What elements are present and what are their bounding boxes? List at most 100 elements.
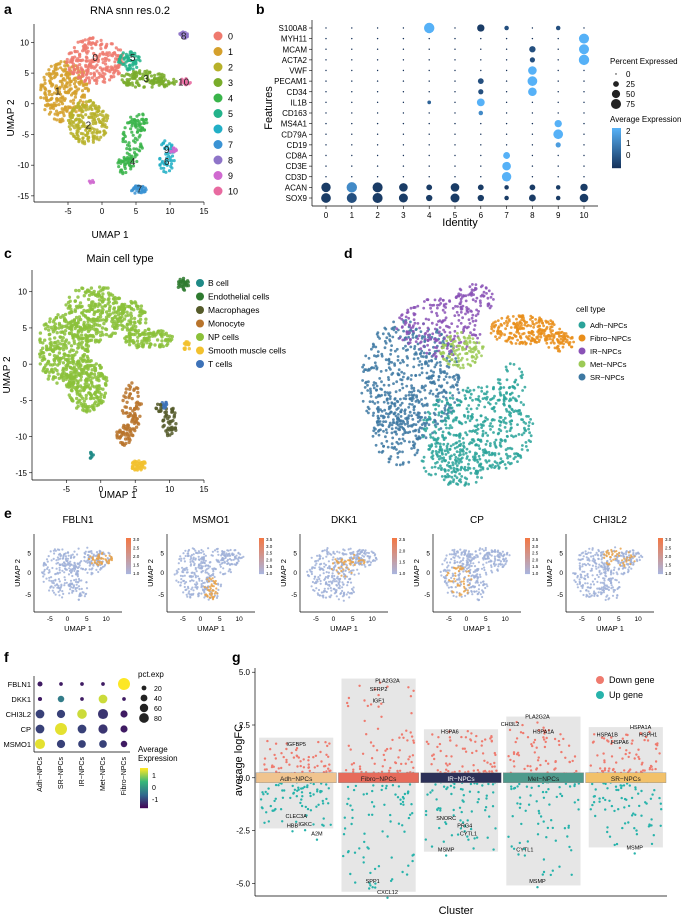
panel-d-cell-point [436, 306, 439, 310]
panel-d-cell-point [488, 306, 492, 310]
panel-a-legend-label: 7 [228, 140, 233, 150]
panel-d-cell-point [521, 444, 524, 447]
panel-d-cell-point [434, 439, 438, 442]
panel-d-cell-point [474, 451, 477, 455]
panel-a-cell-point [73, 55, 77, 59]
panel-e-cell-point [67, 554, 70, 557]
panel-b-dot [555, 25, 561, 31]
panel-a-cell-point [44, 87, 48, 92]
panel-d-cell-point [384, 369, 388, 372]
panel-b-dot [454, 37, 456, 40]
panel-d-cell-point [453, 352, 457, 356]
panel-b-dot [557, 69, 559, 72]
panel-d-cell-point [418, 436, 422, 440]
panel-a-cluster-label: 9 [164, 145, 170, 156]
panel-c-cell-point [164, 429, 168, 433]
panel-c-cell-point [124, 405, 129, 409]
panel-a-cell-point [74, 118, 78, 122]
panel-c-cell-point [73, 308, 77, 312]
panel-c-cell-point [90, 300, 94, 304]
panel-b-y-tick-label: MCAM [283, 45, 308, 54]
panel-a-cell-point [65, 60, 69, 65]
panel-d-cell-point [402, 375, 405, 379]
panel-c-cell-point [41, 351, 46, 355]
panel-b-dot [454, 133, 456, 135]
panel-d-cell-point [422, 418, 426, 422]
panel-b-dot [529, 184, 536, 191]
panel-d-cell-point [493, 460, 497, 463]
panel-d-cell-point [448, 331, 452, 334]
panel-c-cell-point [92, 396, 96, 400]
panel-e-cell-point [47, 555, 50, 558]
panel-d-cell-point [380, 380, 383, 384]
panel-e-cell-point [65, 559, 68, 562]
panel-c-cell-point [81, 359, 85, 364]
panel-d-cell-point [435, 388, 439, 392]
panel-d-cell-point [458, 433, 461, 436]
panel-a-cell-point [134, 125, 138, 129]
panel-d-cell-point [407, 405, 411, 409]
panel-d-cell-point [548, 327, 552, 331]
panel-d-cell-point [515, 321, 519, 325]
panel-a-cell-point [73, 85, 77, 89]
panel-d-cell-point [542, 324, 545, 328]
panel-a-cell-point [78, 54, 82, 59]
panel-c-cell-point [106, 313, 110, 317]
panel-c-cell-point [134, 425, 139, 429]
panel-d-cell-point [499, 457, 503, 461]
panel-c-cell-point [89, 359, 93, 363]
panel-c-cell-point [130, 466, 135, 470]
panel-b-dot [402, 101, 405, 104]
panel-c-cell-point [135, 339, 140, 343]
panel-d-cell-point [446, 341, 450, 345]
panel-b-dot [376, 176, 379, 178]
panel-d-cell-point [445, 402, 449, 406]
panel-d-cell-point [514, 325, 518, 329]
panel-b-dot [527, 76, 538, 86]
panel-e-cell-point [69, 556, 72, 560]
panel-b-dot [557, 165, 559, 167]
panel-c-cell-point [168, 422, 172, 426]
panel-d-cell-point [450, 352, 454, 356]
panel-a-cell-point [97, 138, 101, 142]
panel-d-cell-point [482, 294, 486, 298]
panel-b-dot [351, 133, 353, 135]
panel-c-cell-point [48, 317, 52, 321]
panel-c-cell-point [125, 432, 130, 436]
panel-b-dot [351, 69, 353, 72]
panel-d-cell-point [457, 391, 461, 395]
panel-c-cell-point [101, 286, 106, 290]
panel-d-cell-point [452, 363, 455, 367]
panel-d-cell-point [390, 344, 393, 347]
panel-a-cell-point [58, 99, 62, 103]
panel-d-cell-point [455, 467, 458, 471]
panel-d-cell-point [458, 338, 461, 342]
panel-a-cell-point [121, 137, 125, 141]
panel-a-cell-point [141, 189, 145, 193]
panel-d-cell-point [451, 375, 455, 379]
panel-b-dot [531, 165, 534, 167]
panel-b-dot [376, 133, 379, 135]
panel-a-cell-point [128, 73, 132, 77]
panel-d-cell-point [509, 411, 512, 415]
panel-c-cell-point [82, 325, 87, 330]
panel-c-cell-point [95, 394, 99, 399]
panel-b-dot [325, 133, 327, 135]
panel-b-dot [351, 165, 353, 167]
panel-b-dot [476, 98, 485, 107]
panel-e-cell-point [68, 567, 71, 570]
panel-d-cell-point [468, 429, 472, 433]
panel-b-dot [398, 193, 408, 203]
panel-a-cell-point [62, 86, 66, 91]
panel-d-cell-point [412, 313, 416, 317]
panel-d-cell-point [402, 360, 405, 364]
panel-d-cell-point [508, 404, 511, 408]
panel-d-cell-point [455, 450, 459, 453]
panel-a-cell-point [80, 40, 84, 44]
panel-b-color-legend-band [612, 154, 621, 156]
panel-d-cell-point [451, 463, 455, 467]
panel-d-cell-point [434, 445, 438, 448]
panel-d-cell-point [520, 315, 524, 319]
panel-a-cell-point [104, 62, 108, 66]
panel-e-cell-point [52, 582, 55, 585]
